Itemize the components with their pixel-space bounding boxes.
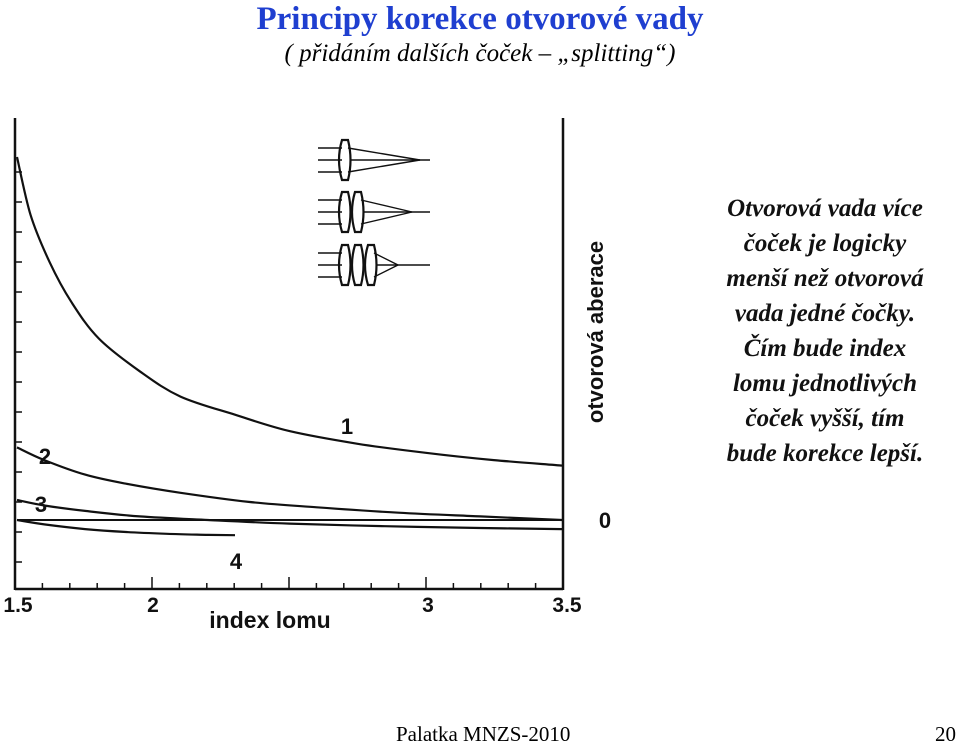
description-line: čoček je logicky bbox=[743, 230, 907, 257]
footer-author: Palatka MNZS-2010 bbox=[396, 722, 571, 746]
aberration-chart: 1 2 3 4 0 1.5 2 3 3.5 index lomu otvorová aberace bbox=[3, 118, 611, 633]
description-line: bude korekce lepší. bbox=[726, 440, 924, 467]
lens-diagram bbox=[318, 243, 430, 287]
lens bbox=[337, 243, 352, 287]
x-tick-label: 2 bbox=[147, 594, 159, 617]
lens bbox=[337, 138, 352, 182]
series-label: 3 bbox=[35, 492, 47, 517]
series-line-3 bbox=[16, 498, 563, 531]
y-axis-label: otvorová aberace bbox=[583, 241, 608, 423]
lens-diagram bbox=[318, 138, 430, 182]
lens-diagrams bbox=[318, 138, 430, 287]
chart-axes bbox=[13, 118, 565, 591]
lens-diagram bbox=[318, 190, 430, 234]
slide-subtitle: ( přidáním dalších čoček – „splitting“) bbox=[284, 40, 676, 67]
chart-labels: 1 2 3 4 0 1.5 2 3 3.5 index lomu otvorová aberace bbox=[3, 241, 611, 633]
x-tick-label: 1.5 bbox=[3, 594, 33, 617]
page-number: 20 bbox=[935, 722, 956, 746]
series-label: 2 bbox=[39, 444, 51, 469]
description-line: Otvorová vada více bbox=[727, 195, 923, 222]
x-tick-label: 3.5 bbox=[552, 594, 582, 617]
series-line-4 bbox=[16, 518, 236, 537]
slide-title: Principy korekce otvorové vady bbox=[256, 1, 704, 37]
series-line-2 bbox=[16, 446, 563, 522]
lens bbox=[350, 190, 365, 234]
zero-label: 0 bbox=[599, 508, 611, 533]
chart-curves bbox=[15, 156, 563, 537]
series-line-1 bbox=[15, 156, 563, 467]
description-line: Čím bude index bbox=[743, 335, 907, 362]
lens bbox=[337, 190, 352, 234]
description-text: Otvorová vada více čoček je logicky menš… bbox=[690, 191, 960, 471]
x-tick-label: 3 bbox=[422, 594, 434, 617]
x-axis-label: index lomu bbox=[209, 607, 330, 633]
lens bbox=[363, 243, 378, 287]
description-line: vada jedné čočky. bbox=[734, 300, 916, 327]
description-line: menší než otvorová bbox=[726, 265, 924, 292]
description-line: lomu jednotlivých bbox=[732, 370, 918, 397]
series-label: 1 bbox=[341, 414, 353, 439]
series-label: 4 bbox=[230, 549, 243, 574]
description-line: čoček vyšší, tím bbox=[745, 405, 905, 432]
lens bbox=[350, 243, 365, 287]
